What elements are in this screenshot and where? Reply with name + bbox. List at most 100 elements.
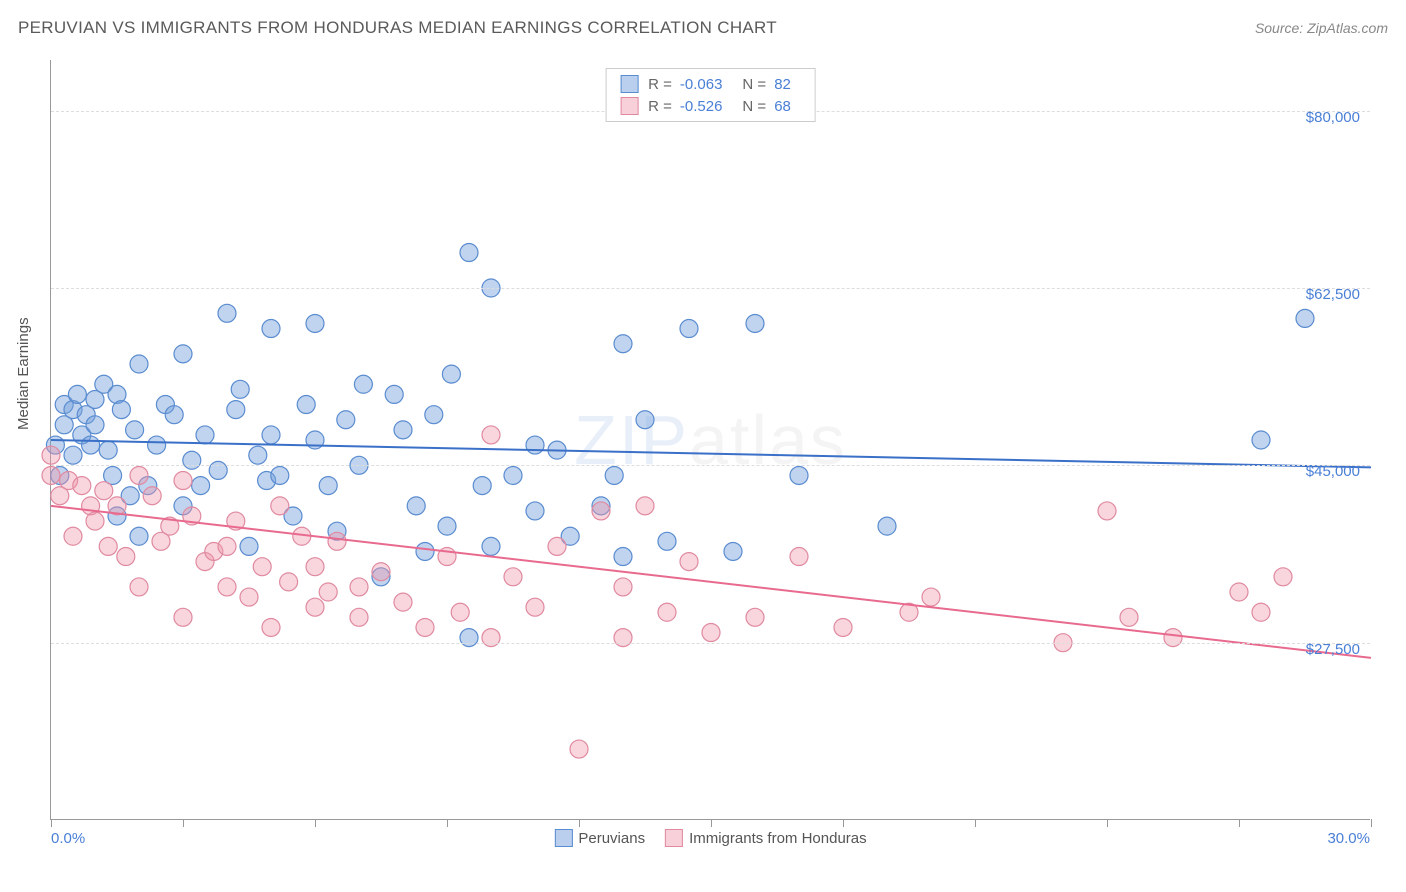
x-tick: [447, 819, 448, 827]
data-point: [1252, 603, 1270, 621]
data-point: [790, 466, 808, 484]
source-attribution: Source: ZipAtlas.com: [1255, 20, 1388, 36]
data-point: [99, 537, 117, 555]
x-tick: [711, 819, 712, 827]
n-value: 68: [774, 98, 791, 115]
n-label: N =: [742, 76, 766, 93]
stats-legend-row: R = -0.526 N = 68: [620, 95, 801, 117]
data-point: [605, 466, 623, 484]
x-tick: [1107, 819, 1108, 827]
data-point: [680, 553, 698, 571]
data-point: [834, 618, 852, 636]
data-point: [482, 537, 500, 555]
data-point: [297, 396, 315, 414]
data-point: [416, 542, 434, 560]
data-point: [636, 411, 654, 429]
data-point: [253, 558, 271, 576]
data-point: [192, 477, 210, 495]
data-point: [174, 345, 192, 363]
data-point: [174, 472, 192, 490]
data-point: [658, 532, 676, 550]
data-point: [306, 314, 324, 332]
chart-container: PERUVIAN VS IMMIGRANTS FROM HONDURAS MED…: [0, 0, 1406, 892]
data-point: [126, 421, 144, 439]
data-point: [1274, 568, 1292, 586]
swatch-icon: [620, 75, 638, 93]
data-point: [209, 461, 227, 479]
data-point: [680, 320, 698, 338]
data-point: [354, 375, 372, 393]
data-point: [306, 558, 324, 576]
x-tick: [315, 819, 316, 827]
data-point: [592, 502, 610, 520]
data-point: [271, 497, 289, 515]
data-point: [249, 446, 267, 464]
data-point: [746, 314, 764, 332]
data-point: [86, 512, 104, 530]
data-point: [407, 497, 425, 515]
swatch-icon: [620, 97, 638, 115]
data-point: [319, 583, 337, 601]
data-point: [262, 320, 280, 338]
data-point: [1252, 431, 1270, 449]
y-tick-label: $80,000: [1306, 109, 1360, 126]
data-point: [117, 548, 135, 566]
data-point: [1120, 608, 1138, 626]
x-tick: [1239, 819, 1240, 827]
data-point: [425, 406, 443, 424]
x-tick: [975, 819, 976, 827]
data-point: [240, 588, 258, 606]
data-point: [438, 517, 456, 535]
data-point: [231, 380, 249, 398]
data-point: [130, 578, 148, 596]
y-tick-label: $27,500: [1306, 641, 1360, 658]
data-point: [614, 578, 632, 596]
r-value: -0.063: [680, 76, 723, 93]
plot-area: ZIPatlas R = -0.063 N = 82 R = -0.526 N …: [50, 60, 1370, 820]
data-point: [394, 421, 412, 439]
data-point: [68, 385, 86, 403]
data-point: [174, 608, 192, 626]
data-point: [878, 517, 896, 535]
data-point: [227, 401, 245, 419]
swatch-icon: [554, 829, 572, 847]
gridline: [51, 288, 1370, 289]
data-point: [240, 537, 258, 555]
data-point: [504, 568, 522, 586]
data-point: [416, 618, 434, 636]
legend-label: Peruvians: [578, 830, 645, 847]
data-point: [1230, 583, 1248, 601]
data-point: [922, 588, 940, 606]
x-axis-max-label: 30.0%: [1327, 830, 1370, 847]
data-point: [42, 446, 60, 464]
data-point: [482, 629, 500, 647]
y-tick-label: $45,000: [1306, 463, 1360, 480]
data-point: [724, 542, 742, 560]
r-label: R =: [648, 76, 672, 93]
data-point: [442, 365, 460, 383]
n-value: 82: [774, 76, 791, 93]
data-point: [385, 385, 403, 403]
data-point: [112, 401, 130, 419]
data-point: [337, 411, 355, 429]
data-point: [328, 532, 346, 550]
data-point: [262, 426, 280, 444]
data-point: [790, 548, 808, 566]
chart-svg: [51, 60, 1370, 819]
data-point: [548, 537, 566, 555]
data-point: [746, 608, 764, 626]
data-point: [42, 466, 60, 484]
data-point: [570, 740, 588, 758]
x-tick: [843, 819, 844, 827]
y-axis-label: Median Earnings: [15, 317, 32, 430]
data-point: [218, 537, 236, 555]
data-point: [262, 618, 280, 636]
data-point: [394, 593, 412, 611]
data-point: [130, 466, 148, 484]
data-point: [460, 244, 478, 262]
legend-item: Peruvians: [554, 829, 645, 847]
data-point: [614, 335, 632, 353]
header: PERUVIAN VS IMMIGRANTS FROM HONDURAS MED…: [18, 18, 1388, 38]
data-point: [148, 436, 166, 454]
data-point: [319, 477, 337, 495]
